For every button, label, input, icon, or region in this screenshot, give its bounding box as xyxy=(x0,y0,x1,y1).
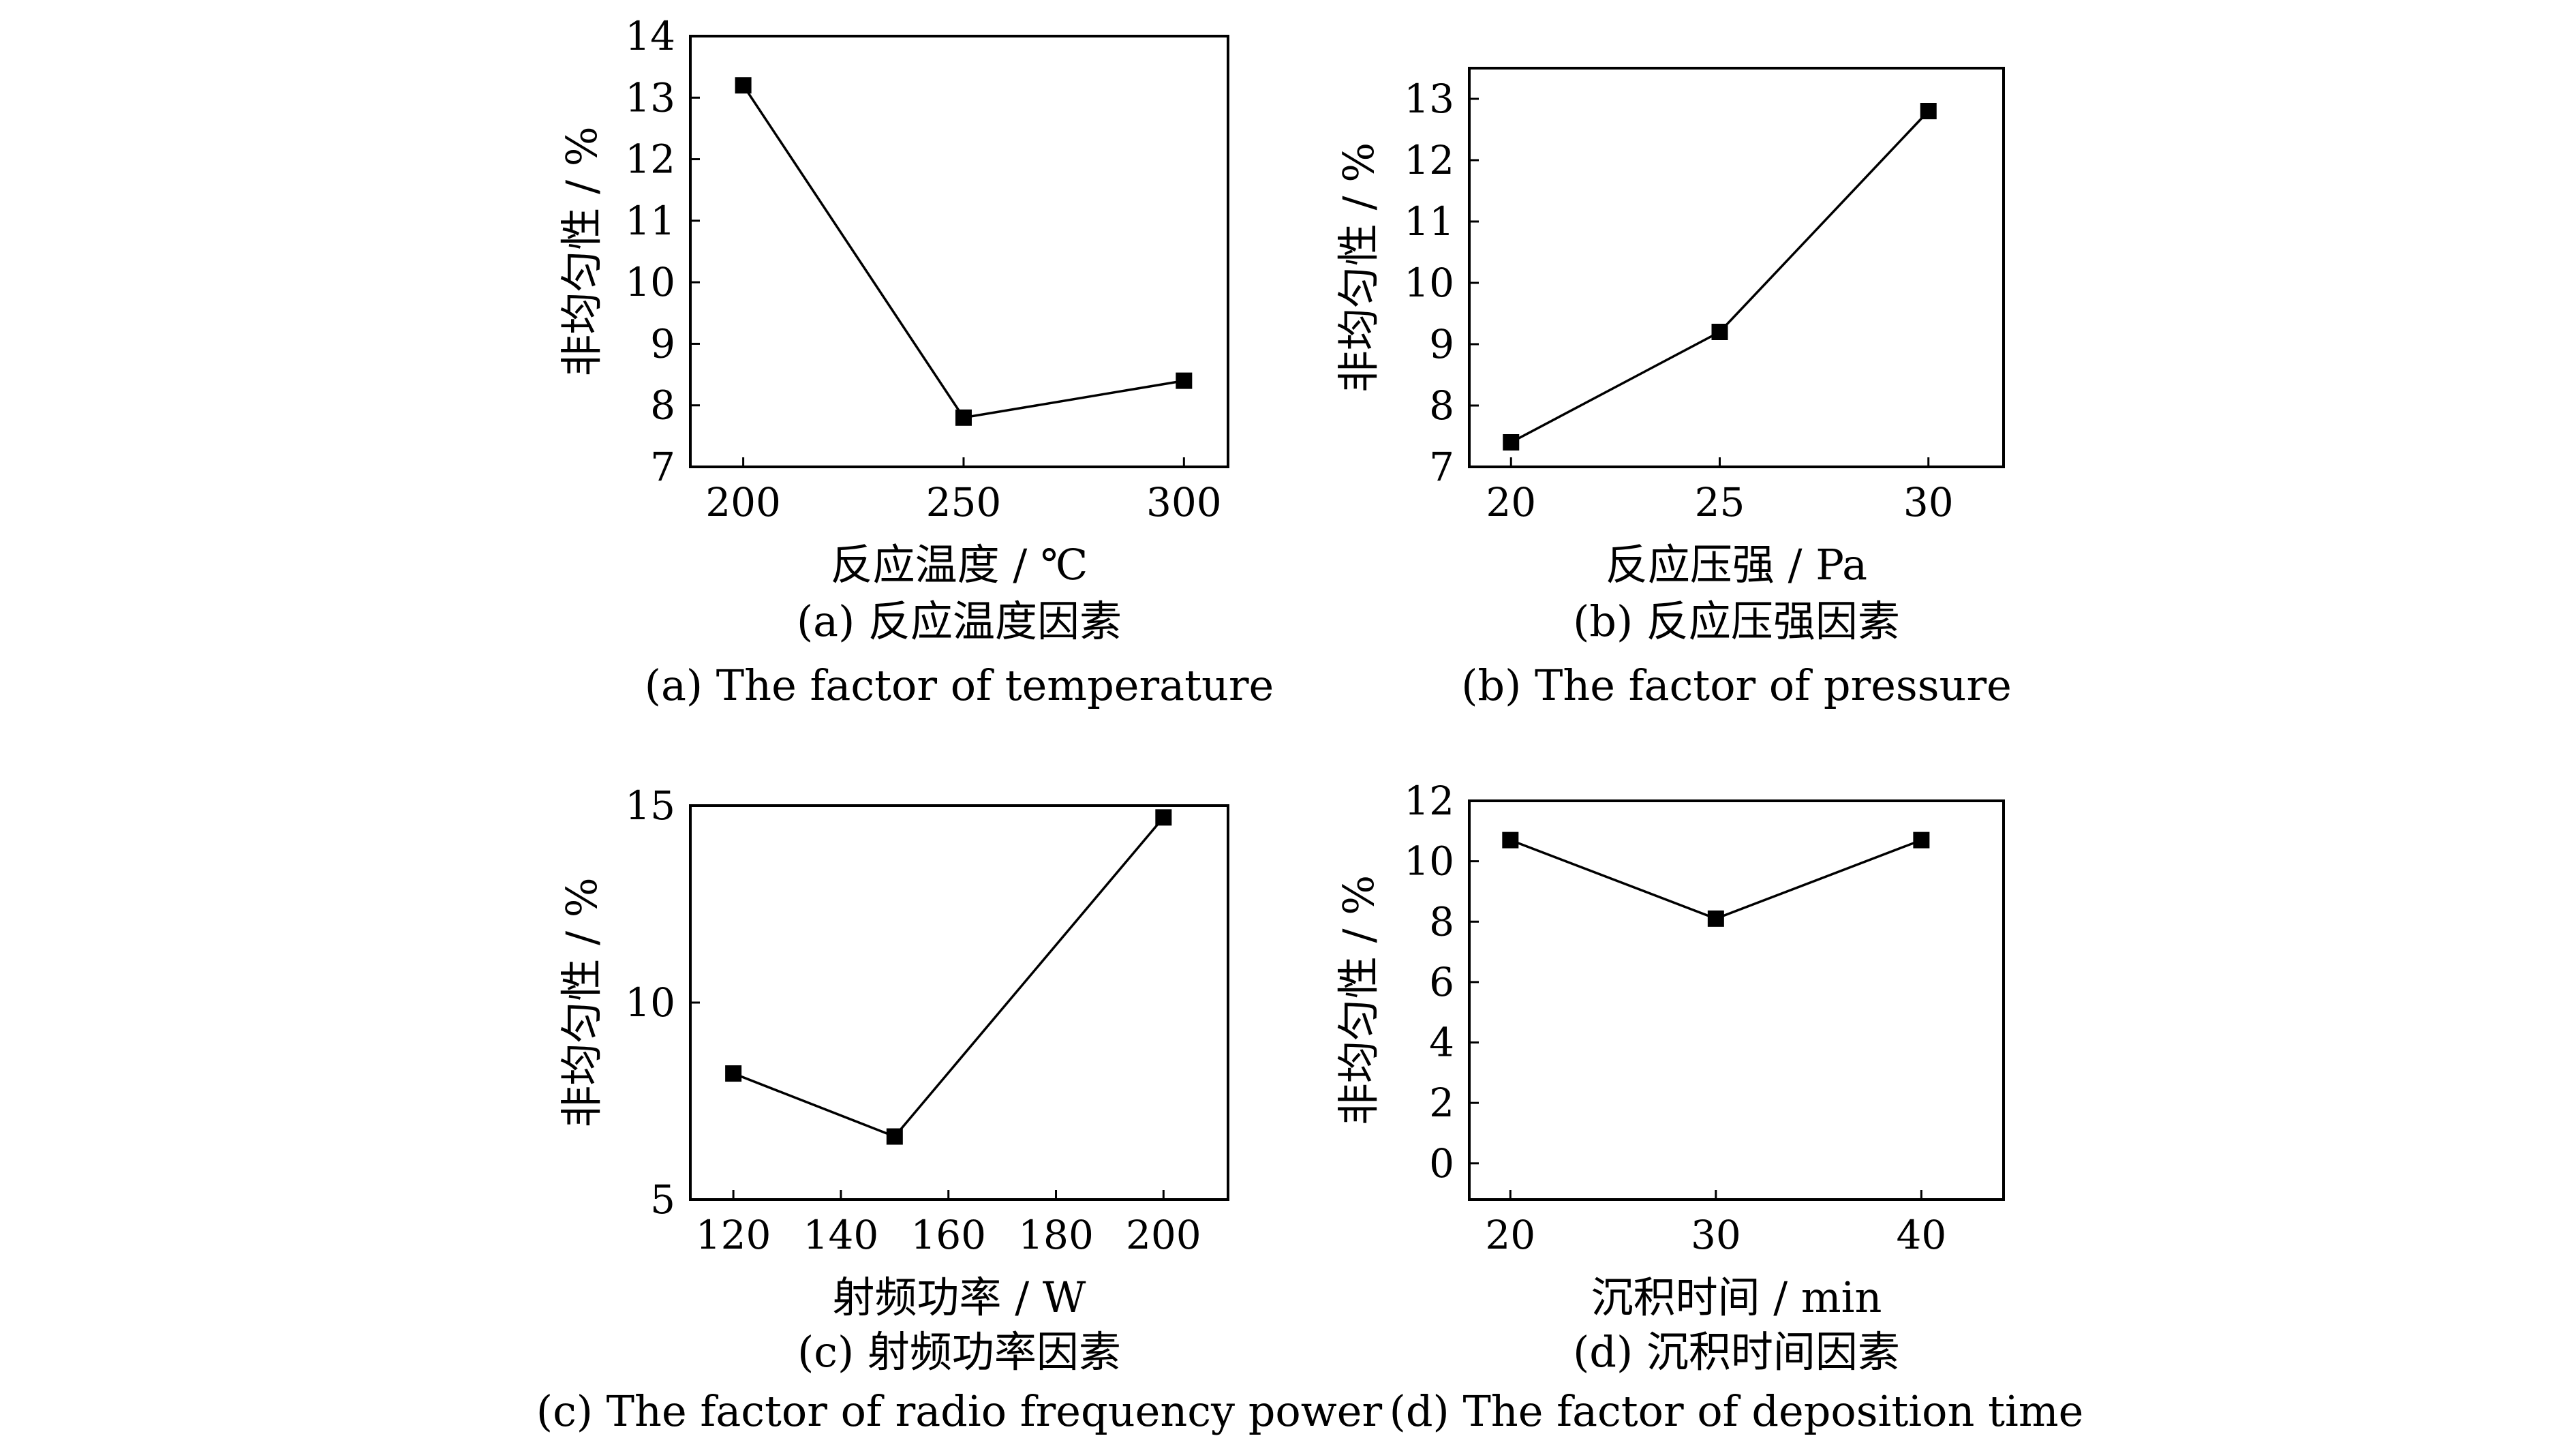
x-tick-label: 20 xyxy=(1485,1212,1535,1258)
series-line xyxy=(742,85,1184,419)
y-tick-label: 9 xyxy=(650,320,675,367)
data-point xyxy=(1503,434,1520,451)
y-tick-label: 7 xyxy=(1429,444,1454,490)
y-tick-label: 0 xyxy=(1429,1140,1454,1187)
x-tick-label: 25 xyxy=(1695,479,1745,525)
y-tick-label: 2 xyxy=(1429,1080,1454,1126)
x-axis-title: 反应压强 / Pa xyxy=(1606,540,1867,590)
x-tick-label: 40 xyxy=(1896,1212,1946,1258)
caption-cn: (b) 反应压强因素 xyxy=(1573,596,1900,646)
y-tick-label: 15 xyxy=(625,782,675,829)
x-tick-label: 300 xyxy=(1146,479,1222,525)
caption-en: (d) The factor of deposition time xyxy=(1390,1386,2084,1436)
y-tick-label: 10 xyxy=(1404,838,1454,885)
y-tick-label: 5 xyxy=(650,1176,675,1223)
y-axis-title: 非均匀性 / % xyxy=(557,126,607,376)
plot-frame xyxy=(689,35,1229,468)
data-point xyxy=(1707,910,1724,927)
series-line xyxy=(1510,110,1930,444)
x-tick-label: 250 xyxy=(926,479,1002,525)
y-tick-label: 12 xyxy=(625,136,675,183)
y-tick-label: 7 xyxy=(650,444,675,490)
y-tick-label: 14 xyxy=(625,13,675,59)
y-tick-label: 6 xyxy=(1429,959,1454,1005)
x-axis-title: 沉积时间 / min xyxy=(1591,1272,1882,1322)
y-axis-title: 非均匀性 / % xyxy=(1334,142,1383,393)
x-axis-title: 反应温度 / ℃ xyxy=(831,540,1088,590)
data-point xyxy=(1920,103,1937,119)
x-tick-label: 30 xyxy=(1691,1212,1741,1258)
caption-en: (c) The factor of radio frequency power xyxy=(536,1386,1383,1436)
x-tick-label: 120 xyxy=(696,1212,771,1258)
y-tick-label: 8 xyxy=(1429,898,1454,945)
y-tick-label: 8 xyxy=(650,382,675,429)
x-tick-label: 20 xyxy=(1486,479,1536,525)
data-point xyxy=(955,409,972,426)
y-tick-label: 4 xyxy=(1429,1020,1454,1066)
y-tick-label: 13 xyxy=(625,74,675,121)
x-tick-label: 180 xyxy=(1018,1212,1094,1258)
y-tick-label: 11 xyxy=(1404,198,1454,245)
chart-d: 20 30 40 0 2 4 6 8 10 12 沉积时间 / min 非均匀性 / % (d) 沉积时… xyxy=(1334,778,2083,1436)
caption-en: (b) The factor of pressure xyxy=(1461,660,2012,710)
caption-cn: (a) 反应温度因素 xyxy=(797,596,1122,646)
y-tick-label: 12 xyxy=(1404,778,1454,824)
series-line xyxy=(733,817,1165,1138)
caption-cn: (c) 射频功率因素 xyxy=(797,1327,1121,1377)
data-point xyxy=(1176,372,1193,389)
x-tick-label: 200 xyxy=(705,479,781,525)
data-point xyxy=(1711,324,1728,340)
series-line xyxy=(1509,838,1922,920)
x-tick-label: 140 xyxy=(803,1212,879,1258)
x-axis-title: 射频功率 / W xyxy=(832,1272,1086,1322)
caption-en: (a) The factor of temperature xyxy=(645,660,1274,710)
chart-b: 20 25 30 7 8 9 10 11 12 13 反应压强 / Pa 非均匀性 / % (b) 反应… xyxy=(1334,67,2012,710)
plot-frame xyxy=(1468,799,2005,1201)
y-axis-title: 非均匀性 / % xyxy=(1334,875,1383,1125)
y-tick-label: 13 xyxy=(1404,76,1454,122)
chart-c: 120 140 160 180 200 5 10 15 射频功率 / W 非均匀性 / % (c) … xyxy=(536,782,1383,1436)
y-axis-title: 非均匀性 / % xyxy=(557,877,607,1127)
x-tick-label: 30 xyxy=(1903,479,1954,525)
data-point xyxy=(886,1128,903,1145)
y-tick-label: 8 xyxy=(1429,382,1454,429)
x-tick-label: 200 xyxy=(1126,1212,1201,1258)
data-point xyxy=(725,1065,742,1082)
y-tick-label: 10 xyxy=(625,259,675,305)
data-point xyxy=(1502,832,1519,849)
y-tick-label: 9 xyxy=(1429,321,1454,367)
y-tick-label: 11 xyxy=(625,198,675,244)
y-tick-label: 10 xyxy=(625,979,675,1026)
x-tick-label: 160 xyxy=(910,1212,986,1258)
y-tick-label: 10 xyxy=(1404,260,1454,306)
plot-frame xyxy=(689,804,1229,1201)
plot-frame xyxy=(1468,67,2005,468)
data-point xyxy=(1913,832,1930,849)
data-point xyxy=(735,77,752,94)
caption-cn: (d) 沉积时间因素 xyxy=(1573,1327,1900,1377)
data-point xyxy=(1155,809,1172,826)
y-tick-label: 12 xyxy=(1404,137,1454,183)
chart-a: 200 250 300 7 8 9 10 11 12 13 14 反应温度 / ℃ 非均匀性 / % (a… xyxy=(557,13,1274,710)
